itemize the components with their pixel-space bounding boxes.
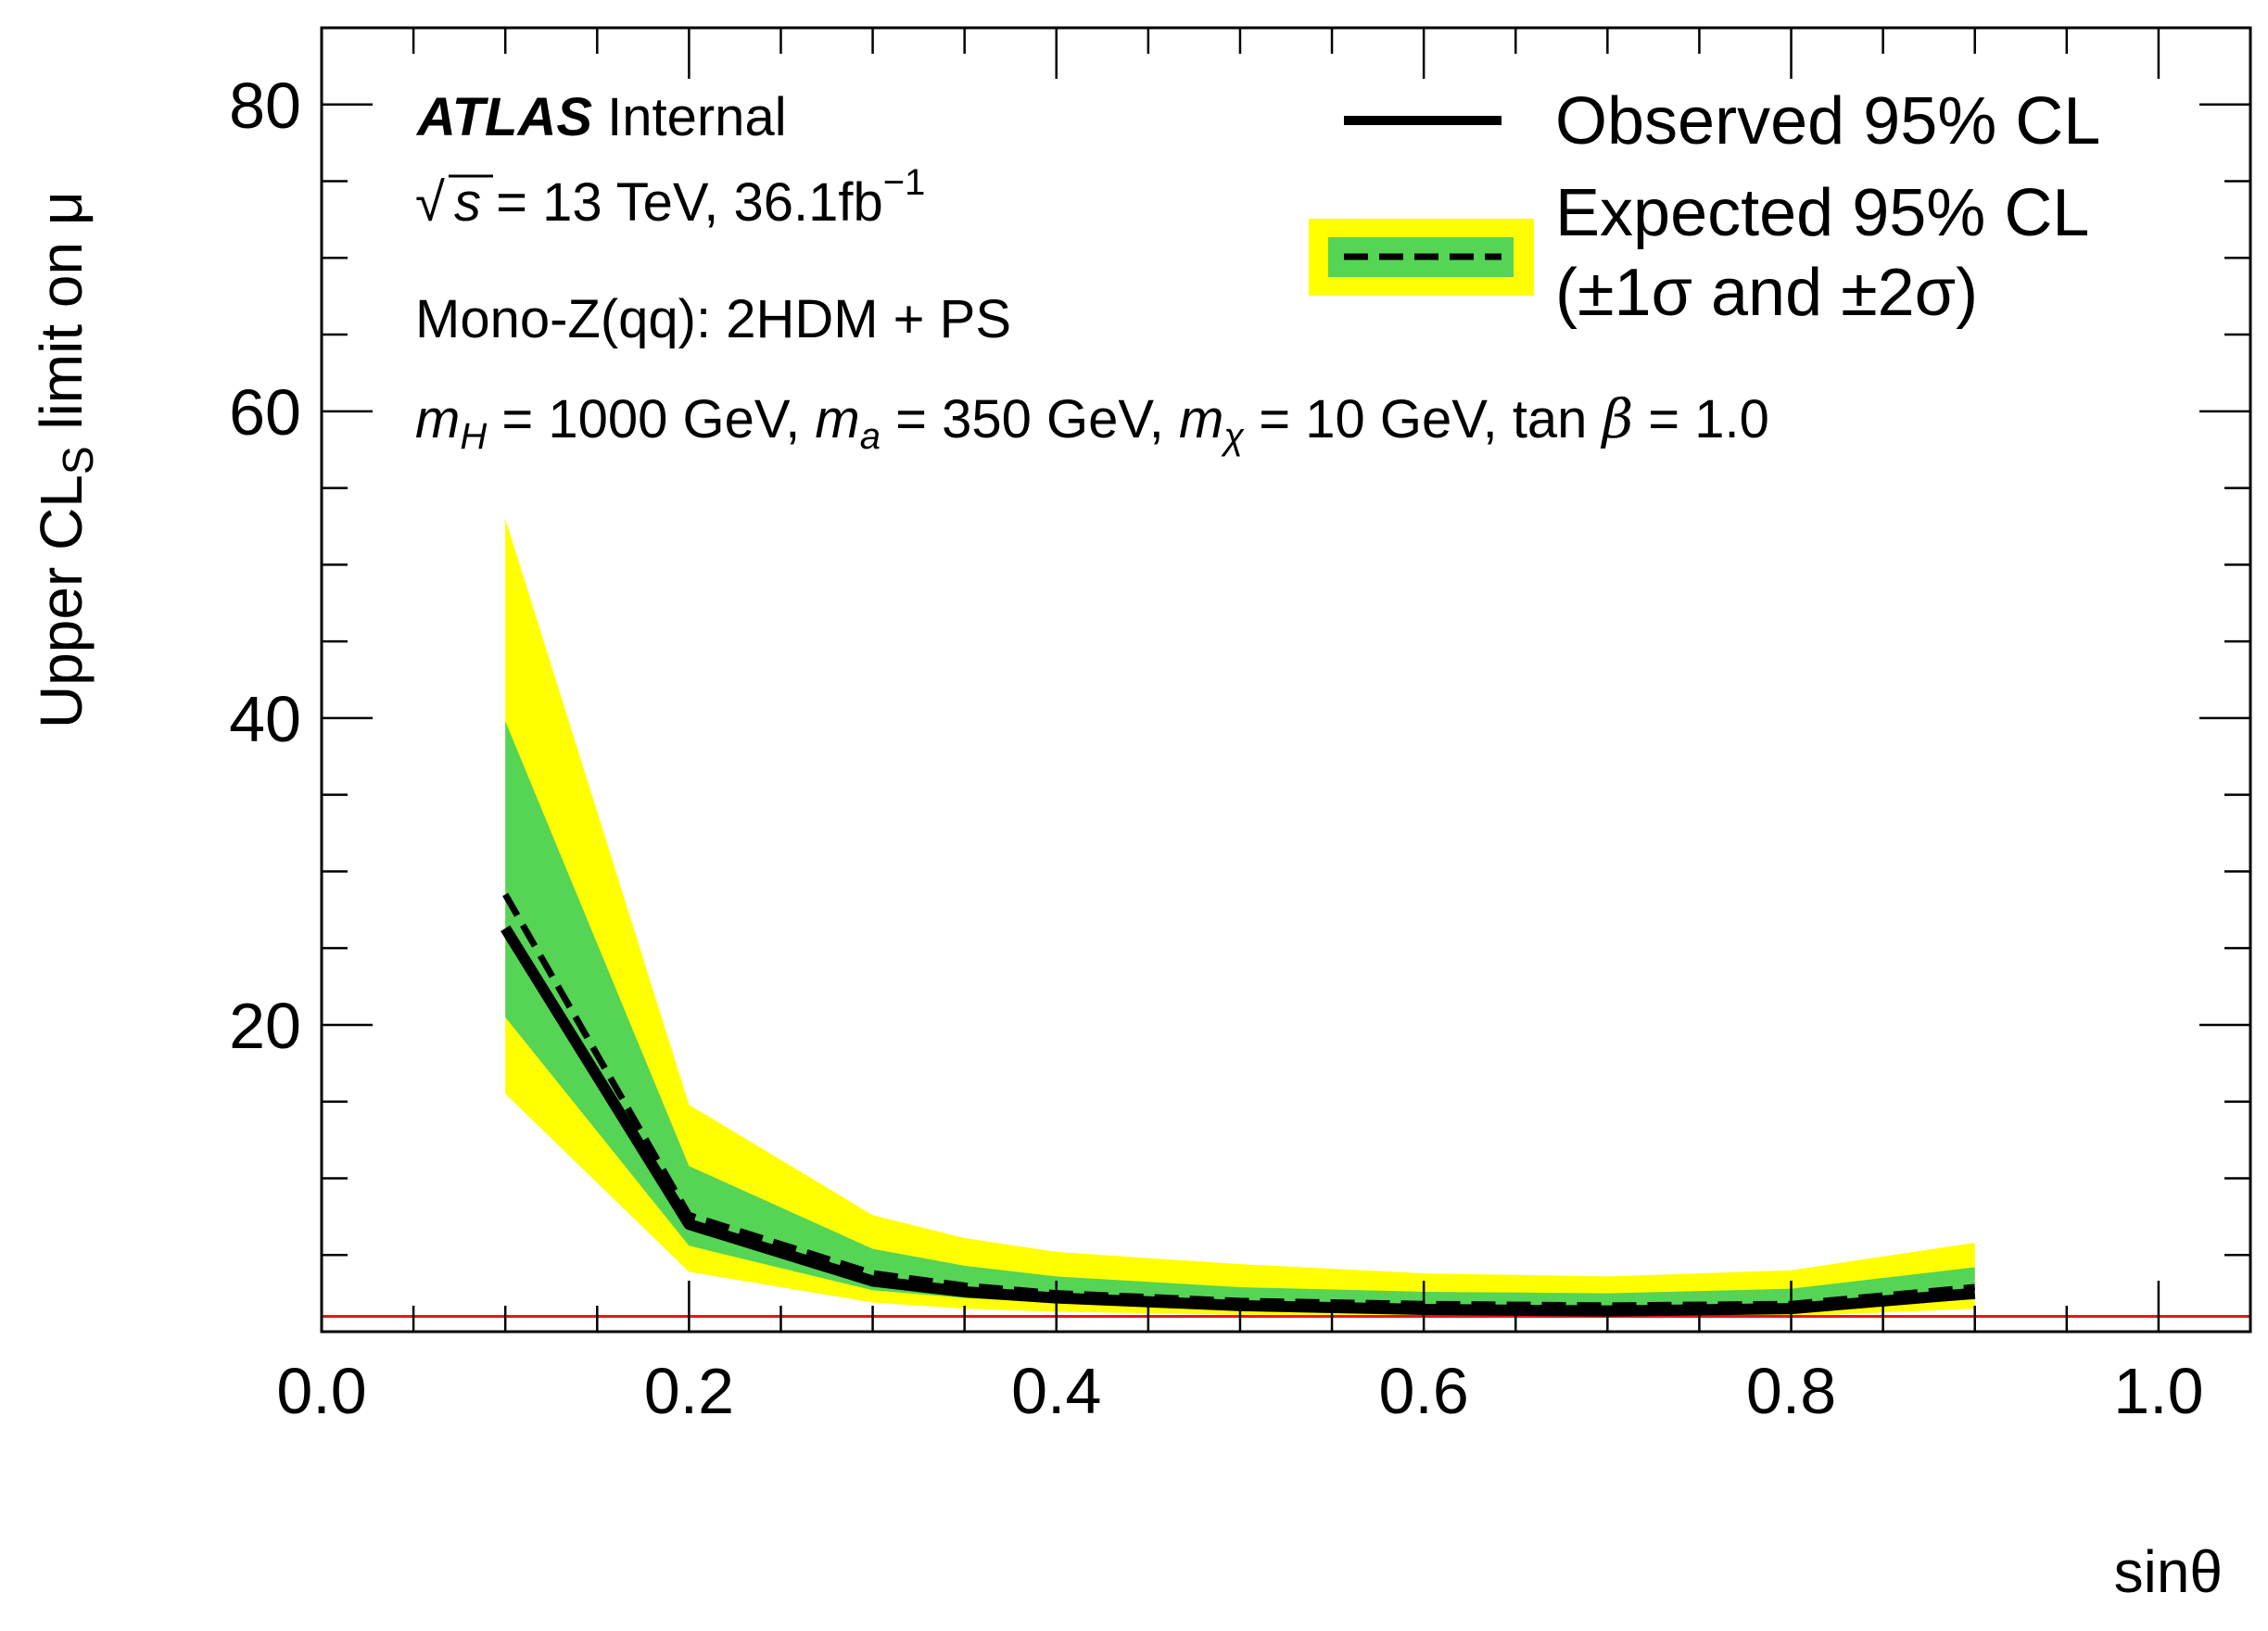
params-label: mH = 1000 GeV, ma = 350 GeV, mχ = 10 GeV… [415,387,1769,457]
band-1sigma [505,721,1975,1312]
legend-expected-label: Expected 95% CL [1555,176,2089,250]
y-axis-title-tail: limit on μ [28,191,95,446]
energy-sqrt: √ [415,172,445,233]
y-axis-title-sub: S [54,446,102,474]
energy-sup: −1 [883,162,926,203]
uncertainty-bands [505,518,1975,1318]
x-axis-title: sinθ [2114,1538,2223,1605]
atlas-bold: ATLAS [415,87,592,147]
legend-expected-sublabel: (±1σ and ±2σ) [1555,256,1978,330]
energy-label: √ s = 13 TeV, 36.1fb−1 [415,162,925,233]
x-tick-label: 1.0 [2113,1355,2203,1427]
x-tick-label: 0.6 [1378,1355,1468,1427]
y-tick-label: 40 [229,683,301,755]
legend-observed-label: Observed 95% CL [1555,84,2100,158]
atlas-label: ATLAS Internal [415,87,787,147]
y-tick-label: 80 [229,70,301,142]
atlas-internal: Internal [592,87,787,147]
y-tick-label: 20 [229,990,301,1062]
y-axis-title: Upper CLS limit on μ [28,191,102,728]
legend: Observed 95% CL Expected 95% CL (±1σ and… [1309,84,2100,330]
x-tick-label: 0.8 [1746,1355,1836,1427]
axis-ticks [320,26,2252,1332]
energy-value: s = 13 TeV, 36.1fb−1 [454,162,925,233]
plot-frame [320,26,2252,1334]
plot-border [320,26,2252,1334]
x-tick-label: 0.0 [276,1355,366,1427]
energy-text: = 13 TeV, 36.1fb [481,172,883,233]
energy-s: s [454,172,481,233]
x-tick-label: 0.4 [1011,1355,1101,1427]
y-tick-label: 60 [229,376,301,449]
process-label: Mono-Z(qq): 2HDM + PS [415,289,1011,349]
x-tick-label: 0.2 [644,1355,734,1427]
y-axis-title-main: Upper CL [28,474,95,728]
axis-tick-labels: 0.0 0.2 0.4 0.6 0.8 1.0 20 40 60 80 [229,70,2203,1427]
